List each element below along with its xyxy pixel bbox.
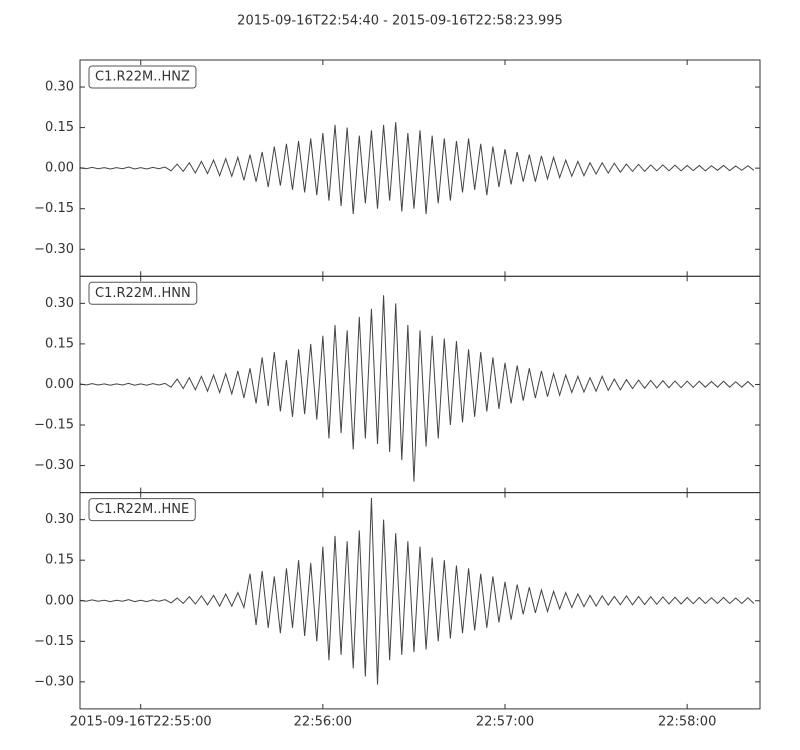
y-tick-label: 0.15 bbox=[45, 553, 74, 568]
y-tick-label: 0.30 bbox=[45, 296, 74, 311]
panel-frame bbox=[79, 59, 761, 277]
y-tick-label: −0.30 bbox=[34, 674, 74, 689]
trace-label: C1.R22M..HNN bbox=[95, 286, 191, 301]
y-tick-label: 0.30 bbox=[45, 512, 74, 527]
y-tick-label: 0.15 bbox=[45, 336, 74, 351]
x-tick-label: 22:56:00 bbox=[294, 714, 352, 729]
panel-frame bbox=[79, 275, 761, 494]
trace-label-box bbox=[88, 498, 196, 522]
trace-label: C1.R22M..HNZ bbox=[95, 70, 190, 85]
chart-title: 2015-09-16T22:54:40 - 2015-09-16T22:58:2… bbox=[237, 14, 563, 29]
waveform bbox=[79, 497, 755, 685]
trace-label-box bbox=[88, 281, 198, 305]
waveform bbox=[79, 295, 755, 482]
y-tick-label: 0.00 bbox=[45, 593, 74, 608]
y-tick-label: 0.00 bbox=[45, 161, 74, 176]
y-tick-label: 0.30 bbox=[45, 80, 74, 95]
x-tick-label: 2015-09-16T22:55:00 bbox=[70, 714, 212, 729]
trace-label: C1.R22M..HNE bbox=[95, 502, 189, 517]
y-tick-label: −0.15 bbox=[34, 634, 74, 649]
x-tick-label: 22:58:00 bbox=[658, 714, 716, 729]
y-tick-label: 0.00 bbox=[45, 377, 74, 392]
panel-frame bbox=[79, 492, 761, 710]
y-tick-label: −0.30 bbox=[34, 242, 74, 257]
y-tick-label: −0.30 bbox=[34, 458, 74, 473]
trace-label-box bbox=[88, 65, 197, 89]
y-tick-label: −0.15 bbox=[34, 418, 74, 433]
waveform bbox=[79, 122, 755, 215]
y-tick-label: −0.15 bbox=[34, 201, 74, 216]
x-tick-label: 22:57:00 bbox=[476, 714, 534, 729]
y-tick-label: 0.15 bbox=[45, 120, 74, 135]
